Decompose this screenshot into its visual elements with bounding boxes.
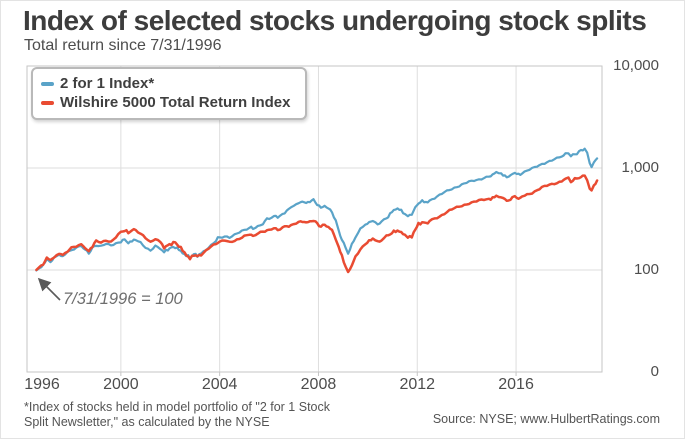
- series-lines: [35, 147, 599, 274]
- y-tick-label-1: 1,000: [621, 159, 659, 176]
- footnote: *Index of stocks held in model portfolio…: [24, 400, 330, 430]
- series-line-1: [35, 174, 599, 274]
- legend-label-2for1: 2 for 1 Index*: [60, 75, 155, 92]
- x-tick-label-5: 2016: [498, 376, 534, 393]
- chart-title: Index of selected stocks undergoing stoc…: [23, 5, 647, 36]
- x-tick-label-2: 2004: [201, 376, 238, 393]
- y-tick-label-2: 100: [633, 261, 659, 278]
- legend-swatch-red: [41, 100, 54, 105]
- x-tick-label-0: 1996: [24, 376, 60, 393]
- plot-frame: [26, 65, 603, 376]
- legend-item-2for1: 2 for 1 Index*: [41, 74, 295, 93]
- legend: 2 for 1 Index* Wilshire 5000 Total Retur…: [31, 67, 307, 120]
- x-tick-label-4: 2012: [399, 376, 436, 393]
- legend-label-wilshire: Wilshire 5000 Total Return Index: [60, 94, 291, 111]
- footnote-line2: Split Newsletter," as calculated by the …: [24, 415, 270, 429]
- series-line-0: [35, 147, 599, 272]
- y-tick-label-3: 0: [650, 363, 659, 380]
- footnote-line1: *Index of stocks held in model portfolio…: [24, 400, 330, 414]
- x-tick-label-3: 2008: [300, 376, 337, 393]
- x-tick-label-1: 2000: [103, 376, 139, 393]
- annotation-arrow: [37, 277, 61, 301]
- chart-subtitle: Total return since 7/31/1996: [24, 37, 222, 54]
- legend-item-wilshire: Wilshire 5000 Total Return Index: [41, 93, 295, 112]
- source-text: Source: NYSE; www.HulbertRatings.com: [432, 412, 660, 426]
- legend-swatch-blue: [41, 81, 54, 86]
- annotation-label: 7/31/1996 = 100: [63, 290, 183, 308]
- y-tick-label-0: 10,000: [613, 57, 659, 74]
